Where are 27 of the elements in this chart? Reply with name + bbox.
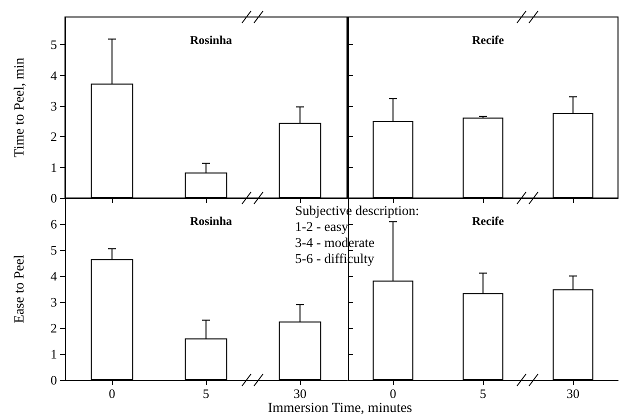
y-tick-label: 1 [50,160,57,175]
y-tick-label: 0 [50,372,57,388]
x-axis-title: Immersion Time, minutes [266,401,414,416]
y-tick-label: 4 [50,68,58,83]
text: Rosinha [190,214,232,228]
y-tick-label: 5 [50,37,57,52]
y-axis-title: Time to Peel, min [12,58,28,158]
text: Recife [472,33,505,47]
y-tick-label: 4 [50,268,58,284]
y-axis-title: Ease to Peel [12,254,28,324]
x-tick-label: 5 [202,386,210,401]
text: Rosinha [190,33,232,47]
text: Recife [472,214,505,228]
y-tick-label: 0 [50,190,57,206]
x-tick-label: 30 [566,386,580,401]
x-tick-label: 0 [390,386,396,401]
x-tick-label: 5 [480,386,486,401]
y-tick-label: 6 [50,216,58,232]
x-tick-label: 0 [108,386,116,401]
y-tick-label: 1 [50,346,57,362]
y-tick-label: 2 [50,320,57,336]
y-tick-label: 3 [50,294,57,310]
x-tick-label: 30 [294,386,306,401]
y-tick-label: 2 [50,129,57,144]
y-tick-label: 3 [50,98,57,114]
annotation: 1-2 - easy [295,219,350,235]
y-tick-label: 5 [50,242,57,258]
